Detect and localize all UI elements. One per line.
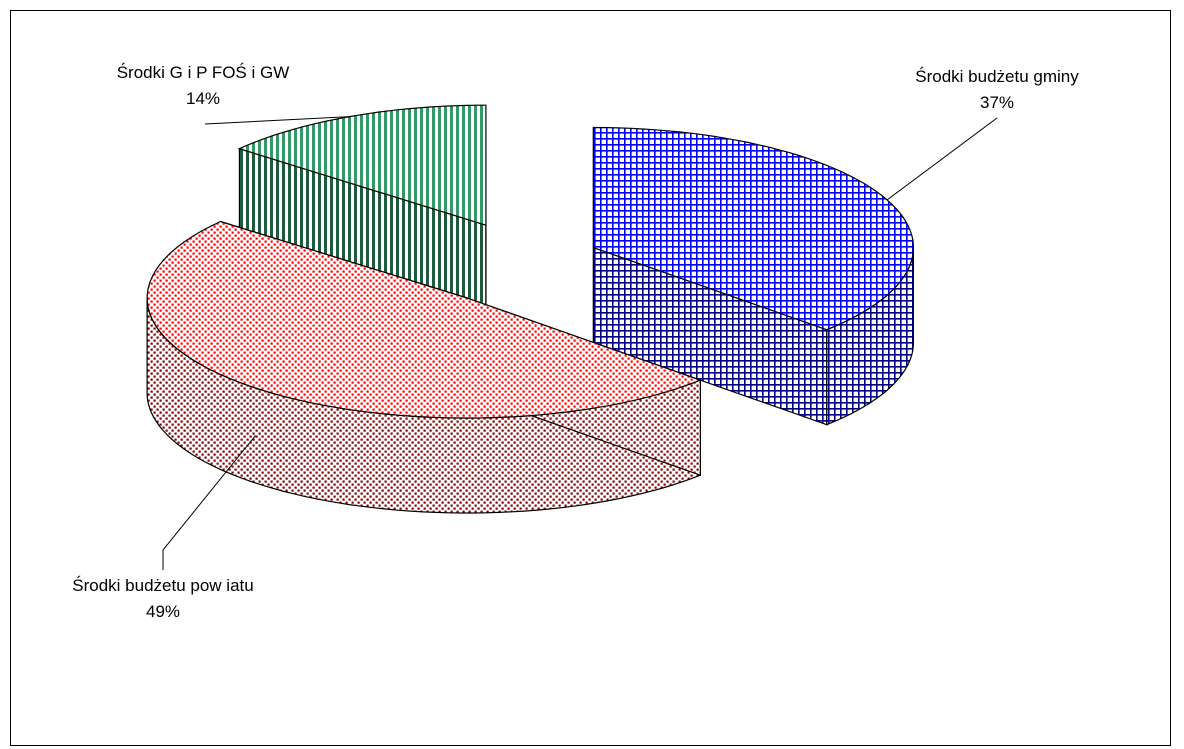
data-label-fos-name: Środki G i P FOŚ i GW bbox=[117, 63, 290, 82]
pie-slice-gmina bbox=[592, 126, 914, 426]
leader-line-fos bbox=[204, 116, 350, 125]
slices-layer bbox=[146, 104, 914, 514]
slice-top-powiat bbox=[146, 220, 703, 419]
leader-line-powiat bbox=[162, 435, 256, 570]
leader-line-gmina bbox=[886, 117, 998, 201]
data-label-powiat-name: Środki budżetu pow iatu bbox=[72, 576, 253, 595]
pie-slice-powiat bbox=[146, 220, 703, 514]
data-label-gmina-percent: 37% bbox=[980, 93, 1014, 112]
leader-lines bbox=[162, 116, 998, 570]
data-label-powiat-percent: 49% bbox=[146, 602, 180, 621]
data-label-gmina-name: Środki budżetu gminy bbox=[915, 67, 1079, 86]
data-label-fos-percent: 14% bbox=[186, 89, 220, 108]
